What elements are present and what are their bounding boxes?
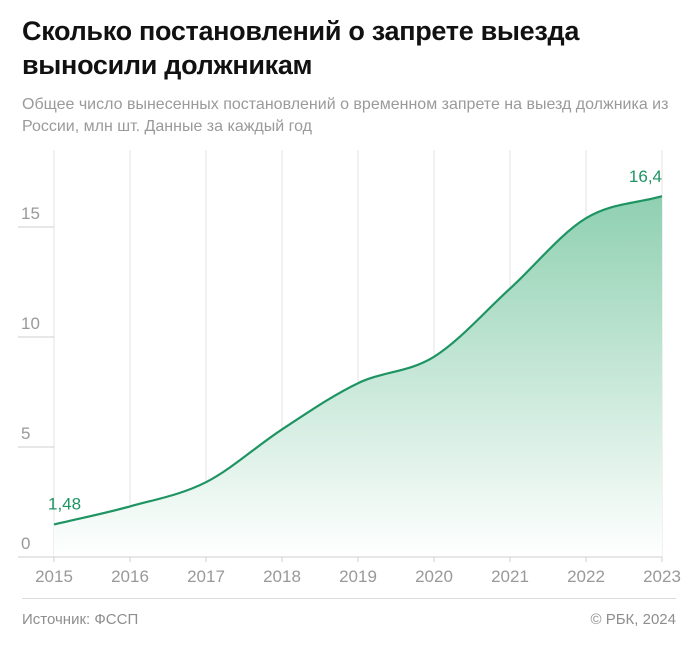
- copyright: © РБК, 2024: [590, 611, 676, 628]
- data-label-2023: 16,4: [629, 167, 662, 186]
- x-tick-label-2023: 2023: [643, 567, 681, 586]
- x-tick-label-2017: 2017: [187, 567, 225, 586]
- x-tick-label-2022: 2022: [567, 567, 605, 586]
- footer: Источник: ФССП © РБК, 2024: [22, 598, 676, 628]
- x-tick-label-2020: 2020: [415, 567, 453, 586]
- chart-subtitle: Общее число вынесенных постановлений о в…: [22, 96, 669, 135]
- y-tick-label-10: 10: [21, 314, 40, 333]
- x-tick-label-2015: 2015: [35, 567, 73, 586]
- x-tick-label-2018: 2018: [263, 567, 301, 586]
- x-tick-label-2019: 2019: [339, 567, 377, 586]
- x-tick-label-2021: 2021: [491, 567, 529, 586]
- data-labels: 1,48 16,4: [48, 167, 662, 513]
- y-tick-label-0: 0: [21, 534, 30, 553]
- axes: 0 5 10 15 2015 2016 2017 2018 2019 2020 2021 2022 20…: [18, 204, 681, 586]
- source-note: Источник: ФССП: [22, 611, 139, 628]
- data-label-2015: 1,48: [48, 494, 81, 513]
- y-tick-label-15: 15: [21, 204, 40, 223]
- x-tick-label-2016: 2016: [111, 567, 149, 586]
- series-line: [53, 195, 663, 526]
- area-fill: [54, 196, 662, 557]
- y-tick-label-5: 5: [21, 424, 30, 443]
- area-chart: 0 5 10 15 2015 2016 2017 2018 2019 2020 2021 2022 20…: [18, 150, 681, 586]
- chart-title: Сколько постановлений о запрете выезда в…: [22, 16, 580, 80]
